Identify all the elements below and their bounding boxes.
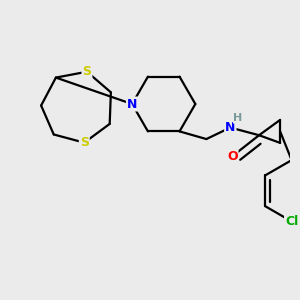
Text: N: N — [127, 98, 137, 110]
Text: Cl: Cl — [285, 215, 298, 228]
Text: S: S — [82, 65, 91, 78]
Text: O: O — [227, 150, 238, 163]
Text: H: H — [233, 113, 243, 123]
Text: S: S — [80, 136, 89, 149]
Text: N: N — [225, 121, 236, 134]
